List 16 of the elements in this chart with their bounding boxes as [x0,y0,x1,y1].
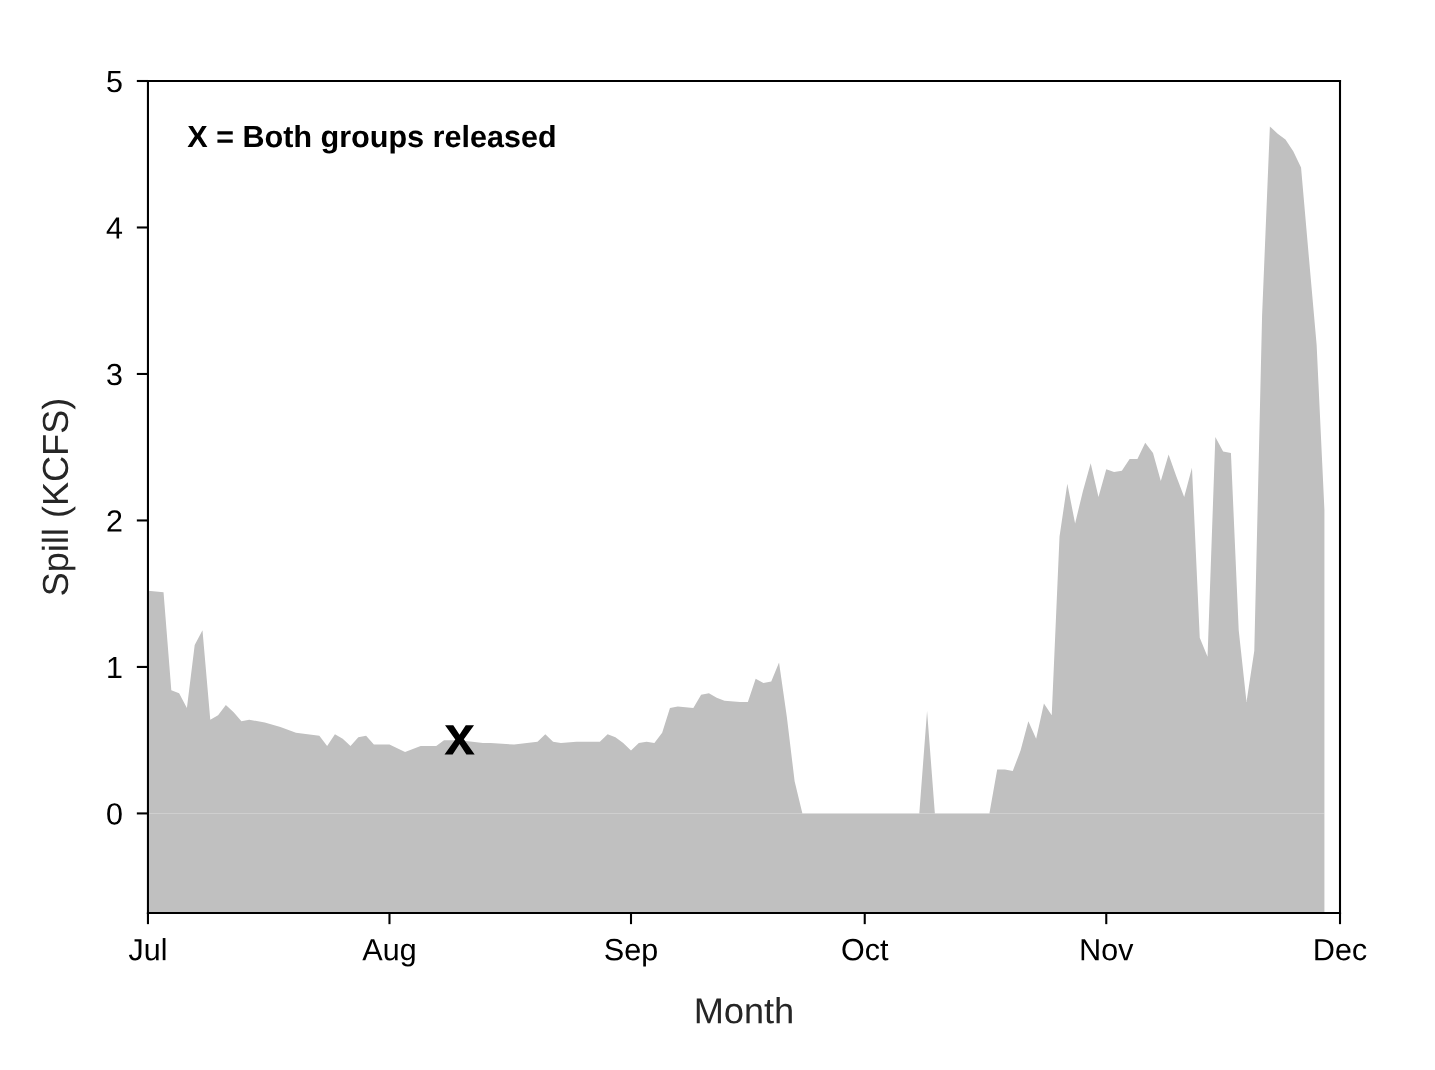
x-tick-label: Dec [1315,939,1367,961]
x-tick-label: Oct [842,938,889,961]
y-tick-label: 4 [106,217,123,239]
x-axis-title: Month [696,997,792,1024]
x-tick-label: Aug [362,939,415,967]
annotation: X = Both groups released [187,124,555,154]
y-tick-label: 3 [107,363,122,386]
x-tick-label: Nov [1081,939,1134,961]
y-tick-label: 2 [107,510,122,532]
x-tick-label: Sep [605,938,657,967]
x-tick-label: Jul [128,938,166,961]
y-tick-label: 5 [107,71,122,93]
annotation: x [444,725,475,755]
y-axis-title: Spill (KCFS) [41,399,76,595]
y-tick-label: 0 [107,803,122,825]
y-tick-label: 1 [108,656,122,679]
